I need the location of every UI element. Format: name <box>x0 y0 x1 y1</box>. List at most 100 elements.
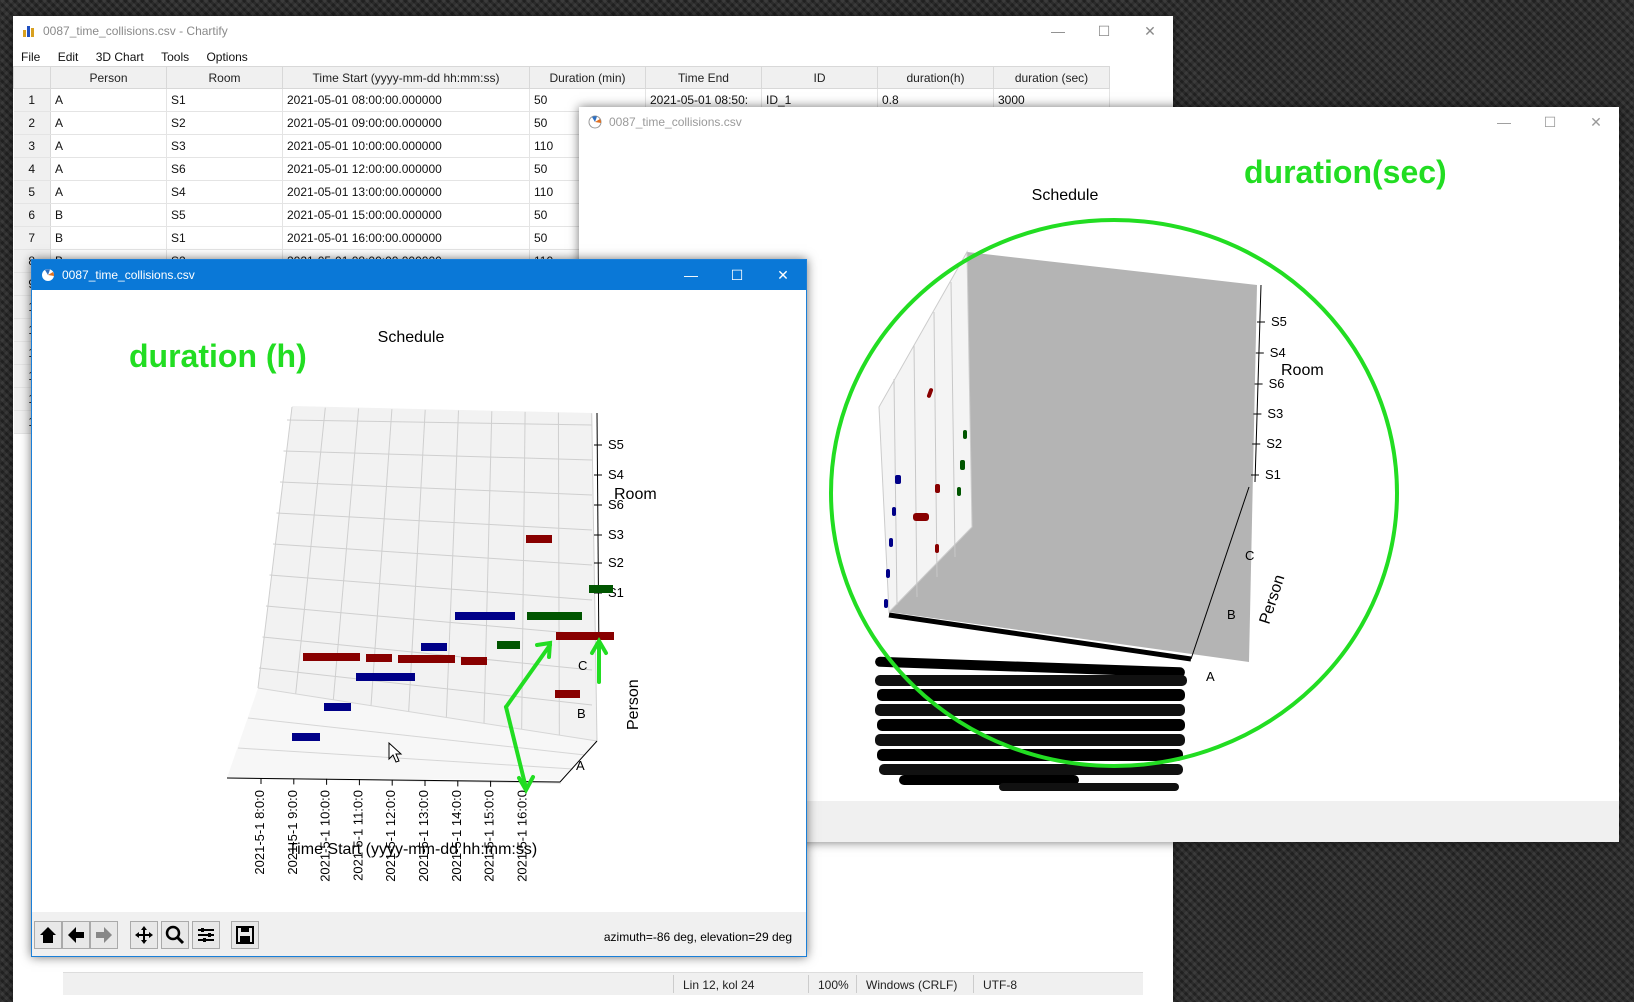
table-cell[interactable]: S6 <box>166 157 283 181</box>
home-button[interactable] <box>34 921 62 949</box>
table-cell[interactable]: A <box>50 111 167 135</box>
move-icon <box>135 926 153 944</box>
minimize-icon[interactable]: — <box>1051 23 1065 39</box>
minimize-icon[interactable]: — <box>1497 114 1511 130</box>
time-tick-label: 2021-5-1 12:0:0 <box>383 790 398 882</box>
table-cell[interactable]: 2021-05-01 13:00:00.000000 <box>282 180 530 204</box>
left-axis-back-pane <box>258 406 597 741</box>
minimize-icon[interactable]: — <box>684 267 698 283</box>
table-cell[interactable]: A <box>50 88 167 112</box>
table-cell[interactable]: S3 <box>166 134 283 158</box>
bar-mark <box>886 569 890 578</box>
close-icon[interactable]: ✕ <box>777 267 789 283</box>
table-cell[interactable]: A <box>50 157 167 181</box>
table-cell[interactable]: 2021-05-01 08:50: <box>645 88 762 112</box>
table-cell[interactable]: 50 <box>529 88 646 112</box>
menu-tools[interactable]: Tools <box>161 50 190 64</box>
table-cell[interactable]: S2 <box>166 111 283 135</box>
bar-mark <box>303 653 360 661</box>
matplotlib-icon <box>42 269 55 281</box>
status-zoom: 100% <box>818 978 849 992</box>
row-number[interactable]: 2 <box>13 111 51 135</box>
menu-3d-chart[interactable]: 3D Chart <box>95 50 144 64</box>
left-gridlines <box>227 406 598 784</box>
menu-edit[interactable]: Edit <box>57 50 79 64</box>
row-number[interactable]: 1 <box>13 88 51 112</box>
table-cell[interactable]: S1 <box>166 226 283 250</box>
maximize-icon[interactable]: ☐ <box>1543 114 1557 130</box>
column-header-id[interactable]: ID <box>761 66 878 89</box>
table-cell[interactable]: 2021-05-01 15:00:00.000000 <box>282 203 530 227</box>
table-cell[interactable]: 2021-05-01 10:00:00.000000 <box>282 134 530 158</box>
table-cell[interactable]: S1 <box>166 88 283 112</box>
table-cell[interactable]: A <box>50 180 167 204</box>
pan-button[interactable] <box>130 921 158 949</box>
configure-subplots-button[interactable] <box>192 921 220 949</box>
close-icon[interactable]: ✕ <box>1590 114 1602 130</box>
person-ticks-left: A B C <box>576 658 587 773</box>
row-number[interactable]: 5 <box>13 180 51 204</box>
figure-left-toolbar: azimuth=-86 deg, elevation=29 deg <box>32 912 806 956</box>
status-bar: Lin 12, kol 24 100% Windows (CRLF) UTF-8 <box>63 972 1143 995</box>
bar-mark <box>292 733 320 741</box>
bar-mark <box>960 460 965 470</box>
row-number[interactable]: 3 <box>13 134 51 158</box>
menu-file[interactable]: File <box>21 50 41 64</box>
zoom-button[interactable] <box>161 921 189 949</box>
arrow-left-icon <box>68 927 84 943</box>
room-tick-label: S6 <box>1269 376 1285 391</box>
x-axis-line <box>888 612 1192 662</box>
column-header-duration-sec[interactable]: duration (sec) <box>993 66 1110 89</box>
room-tick-label: S4 <box>1270 345 1286 360</box>
bar-mark <box>957 487 961 496</box>
bar-mark <box>935 544 939 553</box>
time-tick-label: 2021-5-1 9:0:0 <box>285 790 300 875</box>
table-cell[interactable]: 2021-05-01 09:00:00.000000 <box>282 111 530 135</box>
grid-corner[interactable] <box>13 66 51 89</box>
annotation-duration-h: duration (h) <box>129 338 307 374</box>
maximize-icon[interactable]: ☐ <box>730 267 744 283</box>
table-cell[interactable]: 2021-05-01 16:00:00.000000 <box>282 226 530 250</box>
row-number[interactable]: 4 <box>13 157 51 181</box>
side-gridlines <box>893 281 956 606</box>
bar-mark <box>889 538 893 547</box>
person-axis-line <box>1190 486 1250 660</box>
forward-button[interactable] <box>90 921 118 949</box>
table-cell[interactable]: A <box>50 134 167 158</box>
table-row[interactable]: 1 A S1 2021-05-01 08:00:00.000000 50 2021-05-… <box>13 88 1110 112</box>
table-cell[interactable]: B <box>50 226 167 250</box>
column-header-room[interactable]: Room <box>166 66 283 89</box>
table-cell[interactable]: S4 <box>166 180 283 204</box>
column-header-duration-h[interactable]: duration(h) <box>877 66 994 89</box>
bar-mark <box>963 430 967 439</box>
room-axis-label: Room <box>1281 362 1324 379</box>
bar-mark <box>398 655 455 663</box>
table-cell[interactable]: S5 <box>166 203 283 227</box>
azimuth-elevation-readout: azimuth=-86 deg, elevation=29 deg <box>603 930 792 944</box>
person-tick-label: A <box>576 758 585 773</box>
table-cell[interactable]: 2021-05-01 08:00:00.000000 <box>282 88 530 112</box>
maximize-icon[interactable]: ☐ <box>1097 23 1111 39</box>
annotation-circle <box>829 218 1399 768</box>
row-number[interactable]: 7 <box>13 226 51 250</box>
bar-mark <box>555 690 580 698</box>
column-header-time-end[interactable]: Time End <box>645 66 762 89</box>
bar-mark <box>895 475 901 484</box>
chart-title: Schedule <box>1032 187 1099 204</box>
back-button[interactable] <box>62 921 90 949</box>
menu-options[interactable]: Options <box>206 50 248 64</box>
row-number[interactable]: 6 <box>13 203 51 227</box>
bar-mark <box>356 673 415 681</box>
left-axis-floor-pane <box>227 688 597 780</box>
column-header-time-start[interactable]: Time Start (yyyy-mm-dd hh:mm:ss) <box>282 66 530 89</box>
table-cell[interactable]: B <box>50 203 167 227</box>
bar-mark <box>497 641 520 649</box>
table-cell[interactable]: 2021-05-01 12:00:00.000000 <box>282 157 530 181</box>
close-icon[interactable]: ✕ <box>1144 23 1156 39</box>
column-header-person[interactable]: Person <box>50 66 167 89</box>
chart-right-canvas[interactable]: S1 S2 S3 S6 S4 S5 A B C Room Person Schedule du… <box>579 107 1619 801</box>
save-button[interactable] <box>231 921 259 949</box>
column-header-duration-min[interactable]: Duration (min) <box>529 66 646 89</box>
chart-title: Schedule <box>378 329 445 346</box>
